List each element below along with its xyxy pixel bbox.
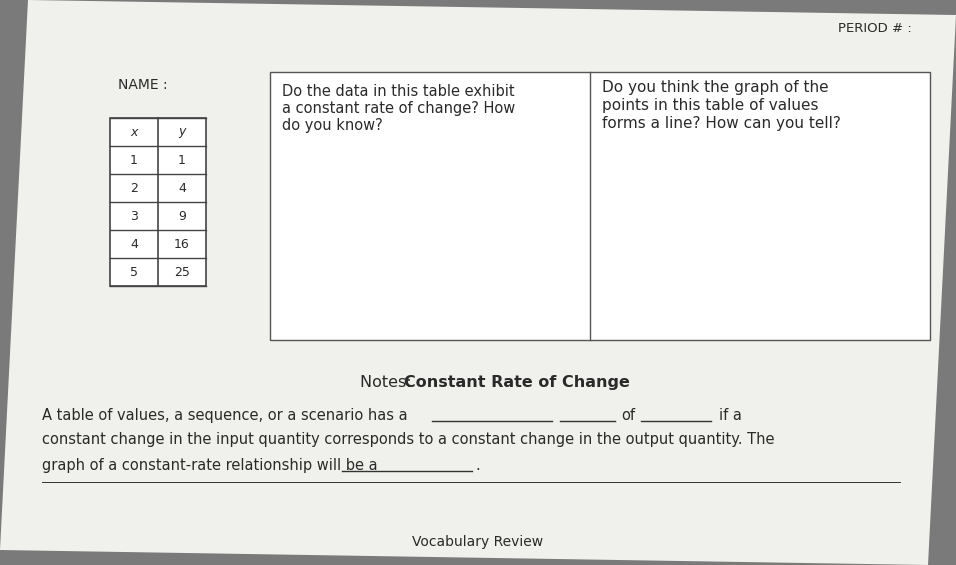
Text: Constant Rate of Change: Constant Rate of Change [404, 375, 630, 390]
Text: points in this table of values: points in this table of values [602, 98, 818, 113]
Text: do you know?: do you know? [282, 118, 382, 133]
Text: 4: 4 [178, 181, 185, 194]
Text: Do you think the graph of the: Do you think the graph of the [602, 80, 829, 95]
Polygon shape [110, 118, 206, 286]
Text: y: y [179, 125, 185, 138]
Text: 9: 9 [178, 210, 185, 223]
Text: of: of [621, 408, 635, 423]
Text: 2: 2 [130, 181, 138, 194]
Text: forms a line? How can you tell?: forms a line? How can you tell? [602, 116, 841, 131]
Text: A table of values, a sequence, or a scenario has a: A table of values, a sequence, or a scen… [42, 408, 412, 423]
Text: 4: 4 [130, 237, 138, 250]
Text: PERIOD # :: PERIOD # : [838, 22, 912, 35]
Text: 25: 25 [174, 266, 190, 279]
Text: 5: 5 [130, 266, 138, 279]
Text: 3: 3 [130, 210, 138, 223]
Text: 1: 1 [178, 154, 185, 167]
Text: x: x [130, 125, 138, 138]
Text: graph of a constant-rate relationship will be a: graph of a constant-rate relationship wi… [42, 458, 382, 473]
Text: constant change in the input quantity corresponds to a constant change in the ou: constant change in the input quantity co… [42, 432, 774, 447]
Text: if a: if a [719, 408, 742, 423]
Text: Do the data in this table exhibit: Do the data in this table exhibit [282, 84, 514, 99]
Text: a constant rate of change? How: a constant rate of change? How [282, 101, 515, 116]
Text: Vocabulary Review: Vocabulary Review [412, 535, 544, 549]
Polygon shape [270, 72, 930, 340]
Text: Notes:: Notes: [360, 375, 417, 390]
Text: 16: 16 [174, 237, 190, 250]
Text: NAME :: NAME : [118, 78, 167, 92]
Text: .: . [475, 458, 480, 473]
Text: 1: 1 [130, 154, 138, 167]
